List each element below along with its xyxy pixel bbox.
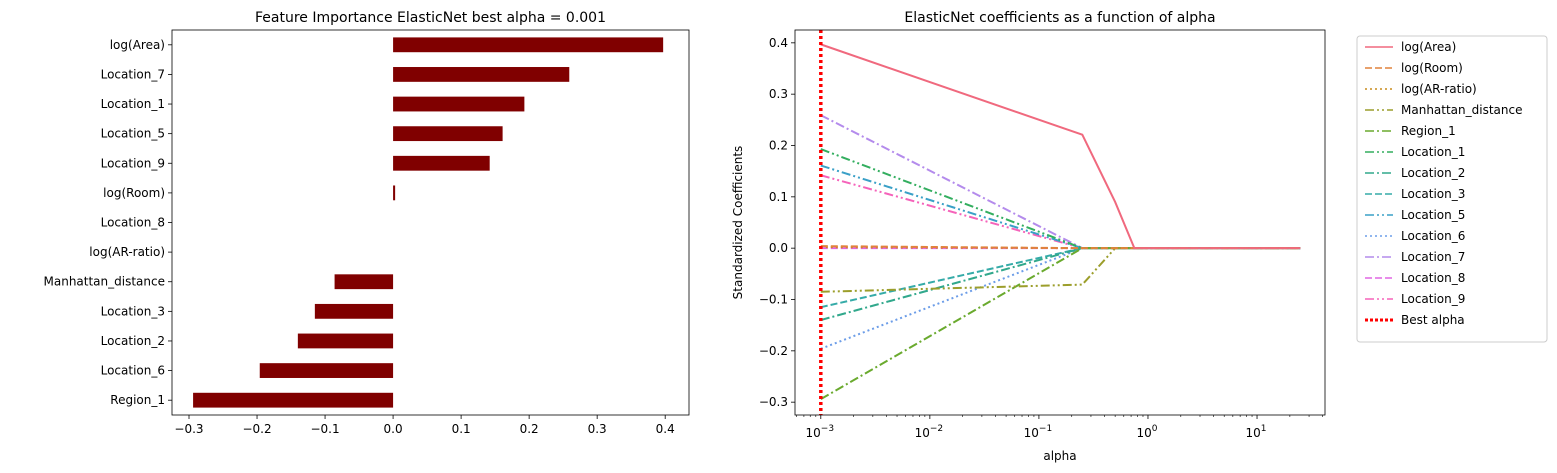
feature-importance-chart: Feature Importance ElasticNet best alpha… — [44, 10, 690, 436]
y-tick-label: Manhattan_distance — [44, 275, 166, 289]
y-tick-label: 0.0 — [769, 241, 788, 255]
x-tick-label: 0.3 — [588, 422, 607, 436]
series-line-manhattan-distance — [820, 247, 1301, 293]
x-tick-label: 10−1 — [1024, 424, 1053, 440]
legend-frame — [1356, 35, 1548, 343]
series-line-region-1 — [820, 247, 1301, 400]
series-line-location-6 — [820, 247, 1301, 350]
x-tick-label: −0.2 — [242, 422, 271, 436]
y-tick-label: Location_1 — [101, 97, 165, 111]
legend-label-location-7: Location_7 — [1401, 250, 1465, 264]
bar-location-1 — [393, 96, 525, 112]
y-tick-label: Location_5 — [101, 127, 165, 141]
legend-label-log-ar-ratio: log(AR-ratio) — [1401, 82, 1477, 96]
bar-location-6 — [259, 363, 394, 378]
x-tick-label: 100 — [1136, 424, 1157, 440]
legend-label-location-9: Location_9 — [1401, 292, 1465, 306]
chart-title: ElasticNet coefficients as a function of… — [904, 10, 1215, 26]
chart-title: Feature Importance ElasticNet best alpha… — [255, 10, 606, 26]
bar-manhattan-distance — [334, 274, 394, 290]
x-tick-label: 0.0 — [384, 422, 403, 436]
bar-location-7 — [393, 67, 570, 82]
y-tick-label: Location_7 — [101, 67, 165, 81]
legend-label-log-room: log(Room) — [1401, 61, 1463, 75]
x-tick-label: 101 — [1246, 424, 1267, 440]
x-tick-label: 10−3 — [806, 424, 835, 440]
bar-log-room — [393, 185, 396, 201]
y-tick-label: log(Area) — [110, 38, 165, 52]
x-tick-label: 10−2 — [915, 424, 944, 440]
series-line-location-7 — [820, 114, 1301, 250]
legend-label-location-3: Location_3 — [1401, 187, 1465, 201]
plot-frame — [794, 29, 1326, 416]
x-tick-label: 0.2 — [520, 422, 539, 436]
legend: log(Area) log(Room) log(AR-ratio) Manhattan… — [1356, 35, 1548, 343]
y-tick-label: 0.1 — [769, 190, 788, 204]
bar-location-3 — [314, 303, 394, 319]
bar-location-9 — [393, 155, 490, 171]
y-tick-label: −0.1 — [759, 293, 788, 307]
bar-log-area — [393, 37, 664, 53]
series-line-location-2 — [820, 247, 1301, 321]
bar-region-1 — [193, 392, 394, 408]
y-tick-label: Location_3 — [101, 304, 165, 318]
y-tick-label: log(AR-ratio) — [89, 245, 165, 259]
series-line-log-room — [820, 245, 1301, 250]
legend-label-location-5: Location_5 — [1401, 208, 1465, 222]
legend-label-best-alpha: Best alpha — [1401, 313, 1465, 327]
legend-label-location-2: Location_2 — [1401, 166, 1465, 180]
y-tick-label: −0.2 — [759, 344, 788, 358]
series-line-location-1 — [820, 148, 1301, 250]
y-tick-label: Region_1 — [110, 393, 165, 407]
y-tick-label: 0.3 — [769, 87, 788, 101]
legend-label-manhattan-distance: Manhattan_distance — [1401, 103, 1523, 117]
legend-label-region-1: Region_1 — [1401, 124, 1456, 138]
legend-label-log-area: log(Area) — [1401, 40, 1456, 54]
x-axis-label: alpha — [1043, 449, 1076, 463]
legend-label-location-8: Location_8 — [1401, 271, 1465, 285]
bar-location-2 — [297, 333, 394, 349]
series-line-location-9 — [820, 174, 1301, 250]
y-tick-label: Location_9 — [101, 156, 165, 170]
legend-label-location-1: Location_1 — [1401, 145, 1465, 159]
y-tick-label: Location_6 — [101, 364, 165, 378]
y-tick-label: Location_2 — [101, 334, 165, 348]
y-axis-label: Standardized Coefficients — [731, 146, 745, 300]
coefficient-path-chart: ElasticNet coefficients as a function of… — [731, 10, 1548, 463]
series-line-log-area — [820, 43, 1301, 250]
x-tick-label: −0.3 — [174, 422, 203, 436]
y-tick-label: log(Room) — [103, 186, 165, 200]
y-tick-label: Location_8 — [101, 216, 165, 230]
x-tick-label: 0.1 — [452, 422, 471, 436]
series-group — [819, 30, 1301, 415]
plot-frame — [171, 29, 690, 416]
x-tick-label: −0.1 — [310, 422, 339, 436]
y-tick-label: 0.4 — [769, 36, 788, 50]
bar-location-5 — [393, 126, 503, 142]
y-tick-label: 0.2 — [769, 139, 788, 153]
x-tick-label: 0.4 — [656, 422, 675, 436]
series-line-location-5 — [820, 164, 1301, 250]
y-tick-label: −0.3 — [759, 395, 788, 409]
legend-label-location-6: Location_6 — [1401, 229, 1465, 243]
